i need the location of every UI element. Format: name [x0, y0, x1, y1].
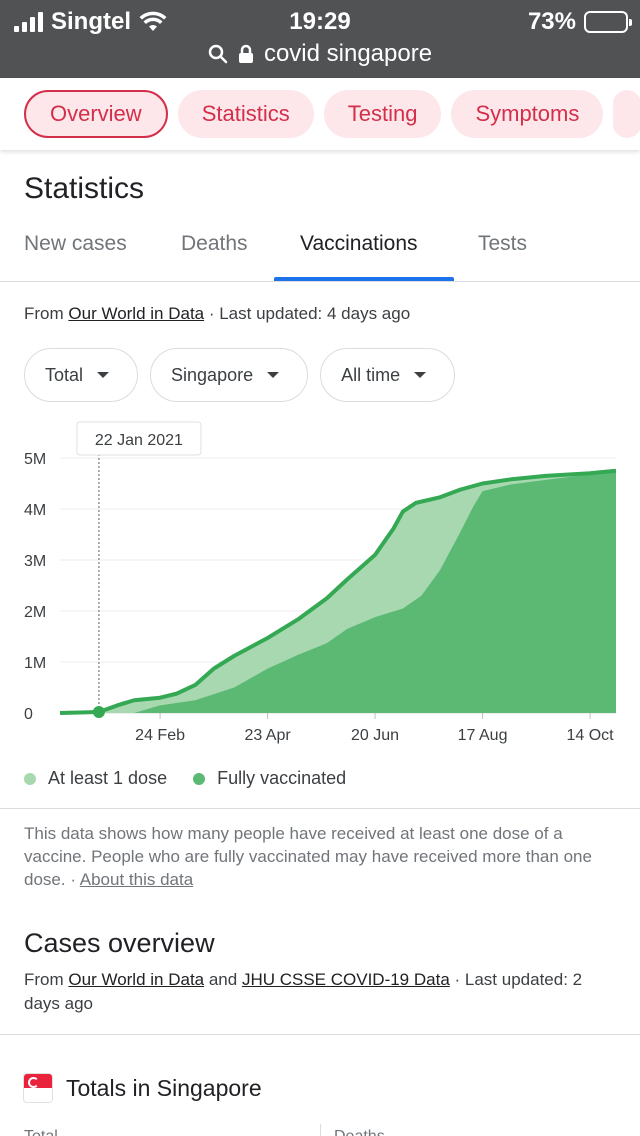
legend-swatch-dark: [193, 772, 206, 785]
cases-source: From Our World in Data and JHU CSSE COVI…: [24, 968, 614, 1016]
chip-more[interactable]: [613, 90, 640, 138]
metric-dropdown-value: Total: [45, 364, 84, 385]
data-note: This data shows how many people have rec…: [24, 822, 614, 891]
y-tick-label: 0: [24, 706, 33, 723]
tooltip-box: [76, 421, 202, 456]
chart-legend: At least 1 dose Fully vaccinated: [24, 768, 346, 789]
search-icon: [208, 44, 228, 64]
source-suffix: · Last updated: 4 days ago: [204, 304, 411, 323]
tab-deaths[interactable]: Deaths: [181, 232, 248, 255]
tab-tests[interactable]: Tests: [478, 232, 528, 255]
totals-header: Totals in Singapore: [24, 1074, 262, 1102]
battery: 73%: [527, 8, 632, 36]
legend-fully-vaccinated: Fully vaccinated: [193, 768, 346, 789]
data-source: From Our World in Data · Last updated: 4…: [24, 304, 410, 324]
legend-at-least-one-dose: At least 1 dose: [24, 768, 167, 789]
cases-source-middle: and: [204, 970, 242, 989]
chevron-down-icon: [267, 372, 280, 378]
chip-overview[interactable]: Overview: [24, 90, 168, 138]
vaccinations-chart[interactable]: 5M 4M 3M 2M 1M 0 24 Feb 23 Apr 20 Jun 17 Aug 14 Oc…: [0, 420, 640, 760]
chip-statistics[interactable]: Statistics: [177, 90, 314, 138]
x-tick-label: 14 Oct: [566, 727, 614, 744]
time-range-dropdown-value: All time: [341, 364, 401, 385]
totals-label-total: Total: [24, 1128, 58, 1136]
divider: [0, 1034, 640, 1035]
source-link[interactable]: Our World in Data: [68, 304, 205, 323]
time-range-dropdown[interactable]: All time: [320, 348, 456, 402]
legend-swatch-light: [24, 772, 36, 785]
note-separator: ·: [65, 870, 80, 889]
singapore-flag-icon: [24, 1074, 52, 1102]
tooltip-date: 22 Jan 2021: [95, 432, 183, 449]
location-dropdown-value: Singapore: [171, 364, 254, 385]
divider: [0, 808, 640, 809]
chevron-down-icon: [414, 372, 427, 378]
status-bar: Singtel 19:29 73%: [0, 6, 640, 36]
x-tick-label: 24 Feb: [135, 727, 185, 744]
y-tick-label: 1M: [24, 655, 46, 672]
chip-symptoms[interactable]: Symptoms: [451, 90, 604, 138]
series-area-fully-vaccinated: [60, 470, 616, 713]
x-tick-label: 20 Jun: [351, 727, 399, 744]
cases-overview-title: Cases overview: [24, 928, 215, 958]
lock-icon: [238, 44, 253, 63]
chevron-down-icon: [97, 372, 110, 378]
column-divider: [320, 1124, 321, 1136]
chip-testing[interactable]: Testing: [323, 90, 442, 138]
y-tick-label: 3M: [24, 553, 46, 570]
totals-label-deaths: Deaths: [334, 1128, 385, 1136]
legend-label: At least 1 dose: [48, 768, 168, 788]
signal-icon: [14, 12, 43, 32]
filter-dropdowns: Total Singapore All time: [24, 348, 456, 402]
x-tick-label: 23 Apr: [244, 727, 291, 744]
battery-percent: 73%: [527, 8, 576, 35]
stats-tabs: New cases Deaths Vaccinations Tests: [0, 218, 640, 282]
tab-vaccinations[interactable]: Vaccinations: [300, 232, 418, 255]
url-bar[interactable]: covid singapore: [0, 40, 640, 68]
metric-dropdown[interactable]: Total: [24, 348, 139, 402]
carrier: Singtel: [14, 8, 167, 36]
y-tick-label: 5M: [24, 451, 46, 468]
y-tick-label: 4M: [24, 502, 46, 519]
x-tick-label: 17 Aug: [458, 727, 508, 744]
url-text: covid singapore: [263, 40, 433, 67]
hover-point: [92, 705, 105, 718]
series-line-at-least-one-dose: [59, 468, 617, 715]
topic-chips: Overview Statistics Testing Symptoms: [0, 78, 640, 150]
y-tick-label: 2M: [24, 604, 46, 621]
browser-top-bar: Singtel 19:29 73% covid singapore: [0, 0, 640, 78]
totals-title: Totals in Singapore: [66, 1074, 262, 1101]
carrier-name: Singtel: [51, 8, 132, 35]
owid-link[interactable]: Our World in Data: [68, 970, 205, 989]
battery-icon: [584, 11, 632, 33]
source-prefix: From: [24, 304, 69, 323]
jhu-link[interactable]: JHU CSSE COVID-19 Data: [241, 970, 450, 989]
active-tab-indicator: [274, 277, 454, 281]
clock: 19:29: [289, 8, 351, 35]
legend-label: Fully vaccinated: [217, 768, 347, 788]
section-title: Statistics: [24, 172, 145, 205]
wifi-icon: [139, 11, 167, 31]
location-dropdown[interactable]: Singapore: [150, 348, 309, 402]
cases-source-prefix: From: [24, 970, 69, 989]
note-text: This data shows how many people have rec…: [24, 824, 592, 889]
cases-source-suffix: · Last updated: 2 days ago: [24, 970, 583, 1013]
about-this-data-link[interactable]: About this data: [79, 870, 194, 889]
tab-new-cases[interactable]: New cases: [24, 232, 127, 255]
